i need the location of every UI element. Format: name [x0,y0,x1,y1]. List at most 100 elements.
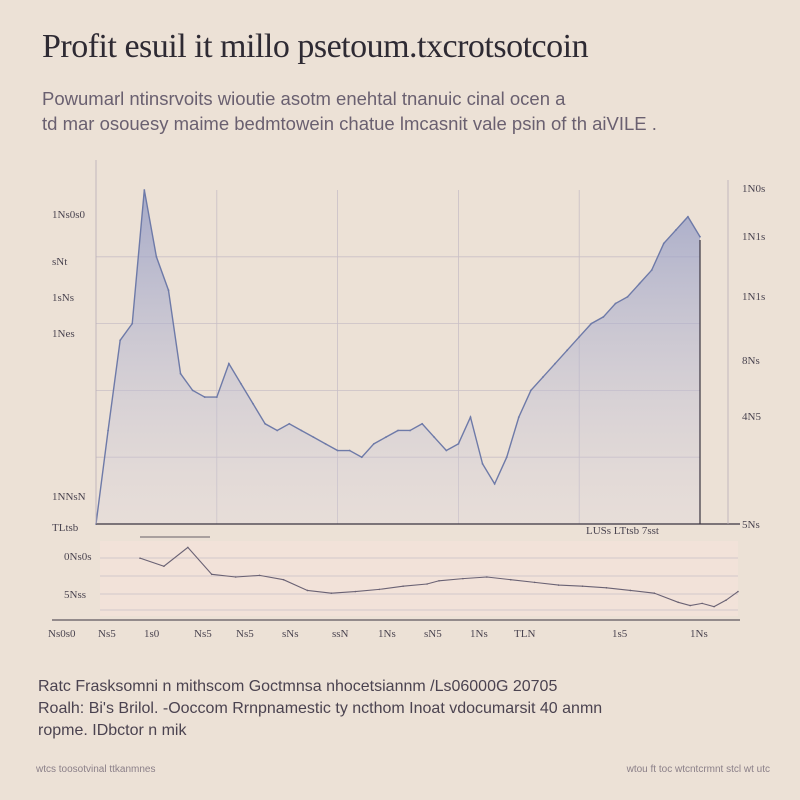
lower-x-tick-11: 1s5 [612,628,628,640]
upper-point-27 [421,422,424,425]
lower-point-7 [306,589,309,592]
upper-point-49 [687,215,689,218]
lower-x-tick-5: sNs [282,628,299,640]
upper-area [95,189,701,525]
upper-point-33 [493,483,496,485]
lower-point-18 [557,584,560,586]
upper-baseline-label: LUSs LTtsb 7sst [586,525,659,537]
lower-point-3 [210,573,213,576]
lower-x-tick-12: 1Ns [690,628,708,640]
lower-point-23 [677,601,679,604]
lower-point-9 [354,590,357,593]
upper-left-tick-5: TLtsb [52,522,79,534]
lower-point-1 [163,565,165,568]
lower-point-5 [258,574,261,577]
lower-point-27 [725,599,727,601]
upper-left-tick-0: 1Ns0s0 [52,209,86,221]
lower-left-tick-0: 0Ns0s [64,551,92,563]
lower-x-tick-1: Ns5 [98,628,116,640]
upper-point-13 [252,402,254,405]
chart-subtitle: Powumarl ntinsrvoits wioutie asotm eneht… [42,86,762,136]
upper-point-28 [433,436,436,439]
lower-point-16 [509,578,512,581]
lower-point-21 [629,589,632,592]
lower-x-tick-9: 1Ns [470,628,488,640]
upper-point-11 [227,362,230,365]
lower-point-11 [402,585,404,587]
upper-point-1 [107,429,109,432]
upper-point-2 [119,339,122,342]
upper-right-tick-4: 4N5 [742,411,761,423]
upper-point-12 [240,382,242,385]
upper-area-fill [96,190,700,524]
upper-point-34 [505,456,508,459]
upper-axes [95,160,740,525]
upper-point-50 [699,235,701,238]
description-line-1: Ratc Frasksomni n mithscom Goctmnsa nhoc… [38,678,558,695]
upper-point-45 [638,282,641,285]
upper-point-14 [264,422,267,425]
upper-point-38 [554,362,556,365]
upper-point-48 [674,229,677,231]
lower-x-tick-6: ssN [332,628,349,640]
upper-point-20 [336,449,339,452]
lower-point-0 [139,557,141,559]
upper-point-32 [481,462,484,465]
upper-point-30 [457,442,460,445]
upper-right-tick-3: 8Ns [742,355,760,367]
upper-point-43 [614,302,617,305]
upper-point-44 [626,295,629,298]
upper-point-35 [517,416,520,419]
lower-point-22 [653,592,656,594]
upper-point-46 [650,269,653,272]
description-line-2: Roalh: Bi's Brilol. -Ooccom Rrnpnamestic… [38,700,603,717]
upper-point-47 [662,242,665,245]
upper-left-tick-2: 1sNs [52,292,74,304]
lower-point-15 [486,576,488,578]
chart-title: Profit esuil it millo psetoum.txcrotsotc… [42,28,589,65]
upper-point-7 [179,372,182,375]
upper-left-tick-1: sNt [52,256,67,268]
upper-point-37 [542,376,544,378]
upper-right-tick-2: 1N1s [742,291,765,303]
upper-point-29 [445,449,448,452]
footer-right: wtou ft toc wtcntcrmnt stcl wt utc [626,764,770,775]
upper-point-41 [590,322,593,325]
lower-point-24 [689,604,691,607]
upper-right-tick-1: 1N1s [742,231,765,243]
lower-x-tick-4: Ns5 [236,628,254,640]
upper-point-19 [324,442,327,445]
chart-description: Ratc Frasksomni n mithscom Goctmnsa nhoc… [38,676,738,742]
upper-point-4 [143,189,146,191]
lower-point-13 [438,579,440,582]
upper-point-3 [131,322,134,325]
upper-point-9 [203,396,206,398]
footer-left: wtcs toosotvinal ttkanmnes [36,764,156,775]
upper-right-tick-5: 5Ns [742,519,760,531]
lower-x-tick-8: sN5 [424,628,442,640]
upper-point-40 [578,336,581,338]
lower-point-8 [330,592,333,594]
upper-point-24 [385,436,387,439]
upper-point-10 [215,396,218,398]
lower-panel: 0Ns0s 5Nss Ns0s0 Ns5 1s0 Ns5 Ns5 sNs ssN 1Ns sN5 1N… [48,536,740,640]
subtitle-line-2: td mar osouesy maime bedmtowein chatue l… [42,113,657,134]
upper-point-6 [167,289,170,292]
upper-point-36 [529,389,532,392]
lower-x-tick-7: 1Ns [378,628,396,640]
upper-point-18 [312,436,315,439]
upper-point-26 [409,429,411,432]
upper-ticks: 1Ns0s0 sNt 1sNs 1Nes 1NNsN TLtsb 1N0s 1N1s 1N1s 8… [52,183,765,537]
lower-point-17 [533,581,536,584]
lower-point-28 [737,590,739,593]
upper-point-21 [348,449,351,452]
lower-point-20 [605,586,608,589]
upper-point-8 [191,389,194,392]
lower-x-tick-2: 1s0 [144,628,160,640]
lower-point-26 [713,605,715,608]
lower-x-tick-10: TLN [514,628,535,640]
upper-point-17 [300,429,303,432]
upper-right-tick-0: 1N0s [742,183,765,195]
upper-point-25 [397,429,399,432]
lower-point-12 [426,583,428,585]
